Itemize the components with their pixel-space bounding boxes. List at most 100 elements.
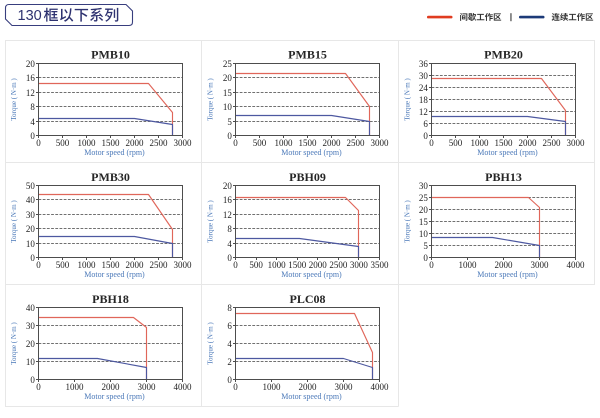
- svg-text:Motor speed (rpm): Motor speed (rpm): [84, 270, 145, 279]
- svg-text:8: 8: [227, 224, 232, 234]
- svg-text:3500: 3500: [371, 260, 390, 270]
- svg-text:0: 0: [423, 131, 428, 141]
- svg-text:4: 4: [30, 117, 35, 127]
- svg-text:Torque ( N·m ): Torque ( N·m ): [10, 78, 18, 121]
- svg-text:PMB30: PMB30: [91, 170, 130, 184]
- svg-text:500: 500: [449, 138, 463, 148]
- svg-text:24: 24: [419, 83, 429, 93]
- svg-text:10: 10: [26, 357, 36, 367]
- svg-text:3000: 3000: [371, 138, 390, 148]
- svg-text:15: 15: [419, 217, 429, 227]
- svg-text:2500: 2500: [543, 138, 562, 148]
- svg-text:1000: 1000: [471, 138, 490, 148]
- svg-text:40: 40: [26, 303, 36, 313]
- svg-text:1000: 1000: [275, 138, 294, 148]
- svg-text:0: 0: [36, 382, 41, 392]
- svg-text:0: 0: [30, 131, 35, 141]
- svg-text:Torque ( N·m ): Torque ( N·m ): [207, 200, 215, 243]
- svg-text:3000: 3000: [138, 382, 157, 392]
- svg-text:1000: 1000: [78, 138, 97, 148]
- svg-text:36: 36: [419, 59, 429, 69]
- svg-text:20: 20: [26, 59, 36, 69]
- svg-text:4000: 4000: [371, 382, 390, 392]
- svg-text:Torque ( N·m ): Torque ( N·m ): [404, 200, 412, 243]
- svg-text:Motor speed (rpm): Motor speed (rpm): [84, 392, 145, 401]
- svg-text:6: 6: [423, 119, 428, 129]
- svg-text:4000: 4000: [174, 382, 193, 392]
- svg-text:20: 20: [26, 224, 36, 234]
- svg-text:2000: 2000: [519, 138, 538, 148]
- svg-text:8: 8: [227, 303, 232, 313]
- svg-text:2000: 2000: [323, 138, 342, 148]
- svg-text:0: 0: [233, 382, 238, 392]
- svg-text:0: 0: [233, 260, 238, 270]
- svg-text:30: 30: [419, 71, 429, 81]
- svg-text:0: 0: [30, 253, 35, 263]
- svg-text:4: 4: [227, 239, 232, 249]
- svg-text:20: 20: [223, 181, 233, 191]
- svg-text:Torque ( N·m ): Torque ( N·m ): [10, 200, 18, 243]
- svg-text:16: 16: [26, 73, 36, 83]
- svg-text:20: 20: [419, 205, 429, 215]
- svg-text:0: 0: [429, 138, 434, 148]
- svg-text:4: 4: [227, 339, 232, 349]
- svg-text:8: 8: [30, 102, 35, 112]
- svg-text:0: 0: [423, 253, 428, 263]
- svg-text:4000: 4000: [567, 260, 586, 270]
- svg-text:Motor speed (rpm): Motor speed (rpm): [281, 148, 342, 157]
- svg-text:25: 25: [223, 59, 233, 69]
- svg-text:2000: 2000: [126, 260, 145, 270]
- svg-text:25: 25: [419, 193, 429, 203]
- svg-text:12: 12: [26, 88, 35, 98]
- svg-text:2500: 2500: [150, 260, 169, 270]
- svg-text:Torque ( N·m ): Torque ( N·m ): [10, 322, 18, 365]
- svg-text:3000: 3000: [531, 260, 550, 270]
- svg-text:15: 15: [223, 88, 233, 98]
- svg-text:16: 16: [223, 195, 233, 205]
- svg-text:1000: 1000: [268, 260, 287, 270]
- svg-text:Motor speed (rpm): Motor speed (rpm): [477, 270, 538, 279]
- svg-text:10: 10: [26, 239, 36, 249]
- svg-text:10: 10: [223, 102, 233, 112]
- svg-text:PMB15: PMB15: [288, 48, 327, 62]
- svg-text:2500: 2500: [347, 138, 366, 148]
- svg-text:6: 6: [227, 321, 232, 331]
- svg-text:30: 30: [26, 321, 36, 331]
- svg-text:0: 0: [30, 375, 35, 385]
- svg-text:1000: 1000: [459, 260, 478, 270]
- svg-text:5: 5: [423, 241, 428, 251]
- svg-text:Motor speed (rpm): Motor speed (rpm): [281, 392, 342, 401]
- svg-text:40: 40: [26, 195, 36, 205]
- svg-text:2: 2: [227, 357, 232, 367]
- svg-text:PMB20: PMB20: [484, 48, 523, 62]
- svg-text:130: 130: [18, 8, 42, 24]
- svg-text:10: 10: [419, 229, 429, 239]
- svg-text:12: 12: [223, 210, 232, 220]
- svg-text:12: 12: [419, 107, 428, 117]
- svg-text:PLC08: PLC08: [290, 292, 326, 306]
- svg-text:Motor speed (rpm): Motor speed (rpm): [84, 148, 145, 157]
- svg-text:500: 500: [253, 138, 267, 148]
- svg-text:1500: 1500: [102, 138, 121, 148]
- svg-text:PMB10: PMB10: [91, 48, 130, 62]
- svg-text:Torque ( N·m ): Torque ( N·m ): [404, 78, 412, 121]
- svg-text:20: 20: [223, 73, 233, 83]
- svg-text:500: 500: [56, 138, 70, 148]
- svg-text:3000: 3000: [174, 260, 193, 270]
- svg-text:PBH18: PBH18: [92, 292, 129, 306]
- svg-text:Motor speed (rpm): Motor speed (rpm): [477, 148, 538, 157]
- svg-text:500: 500: [249, 260, 263, 270]
- svg-text:0: 0: [36, 260, 41, 270]
- svg-text:0: 0: [36, 138, 41, 148]
- svg-text:3000: 3000: [350, 260, 369, 270]
- svg-text:Motor speed (rpm): Motor speed (rpm): [281, 270, 342, 279]
- svg-text:50: 50: [26, 181, 36, 191]
- svg-text:2000: 2000: [309, 260, 328, 270]
- svg-text:20: 20: [26, 339, 36, 349]
- svg-text:1500: 1500: [299, 138, 318, 148]
- svg-text:1500: 1500: [102, 260, 121, 270]
- svg-text:1000: 1000: [263, 382, 282, 392]
- svg-text:0: 0: [429, 260, 434, 270]
- svg-text:1500: 1500: [288, 260, 307, 270]
- svg-text:0: 0: [227, 131, 232, 141]
